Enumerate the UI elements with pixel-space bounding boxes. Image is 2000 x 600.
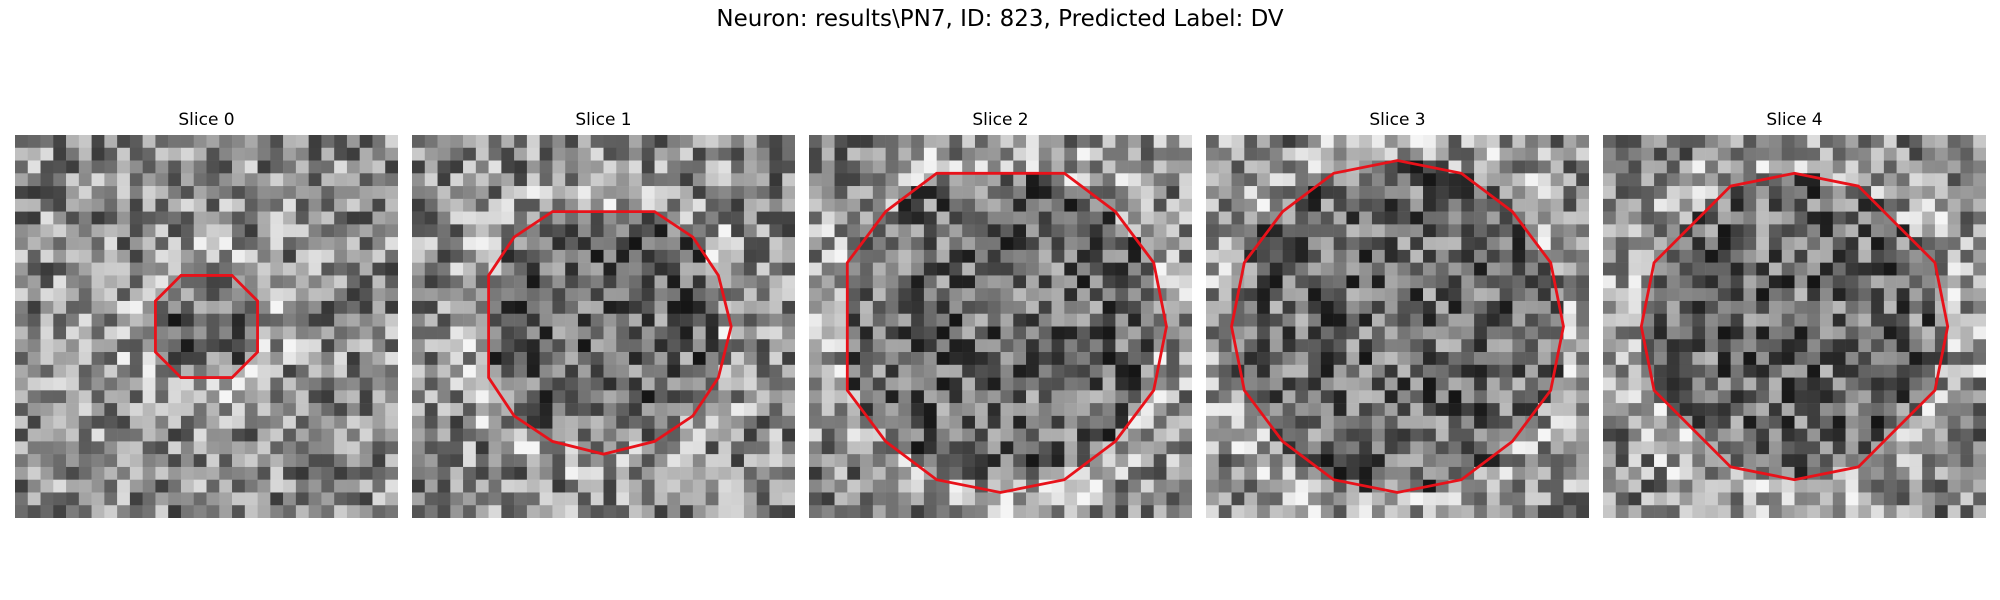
slice-title-1: Slice 1 (575, 110, 632, 130)
contour-outline (845, 171, 1168, 494)
contour-outline (487, 210, 733, 456)
slice-image-2 (809, 135, 1192, 518)
contour-outline (1230, 159, 1565, 494)
slice-image-1 (412, 135, 795, 518)
slice-title-4: Slice 4 (1766, 110, 1823, 130)
figure-title: Neuron: results\PN7, ID: 823, Predicted … (716, 6, 1284, 32)
slice-image-4 (1603, 135, 1986, 518)
contour-outline (154, 274, 259, 379)
contour-outline (1639, 171, 1950, 482)
slice-image-0 (15, 135, 398, 518)
slice-title-2: Slice 2 (972, 110, 1029, 130)
pixel-grid (15, 135, 398, 518)
pixel-grid (412, 135, 795, 518)
slice-image-3 (1206, 135, 1589, 518)
slice-title-3: Slice 3 (1369, 110, 1426, 130)
pixel-grid (1206, 135, 1589, 518)
pixel-grid (809, 135, 1192, 518)
pixel-grid (1603, 135, 1986, 518)
slice-title-0: Slice 0 (178, 110, 235, 130)
